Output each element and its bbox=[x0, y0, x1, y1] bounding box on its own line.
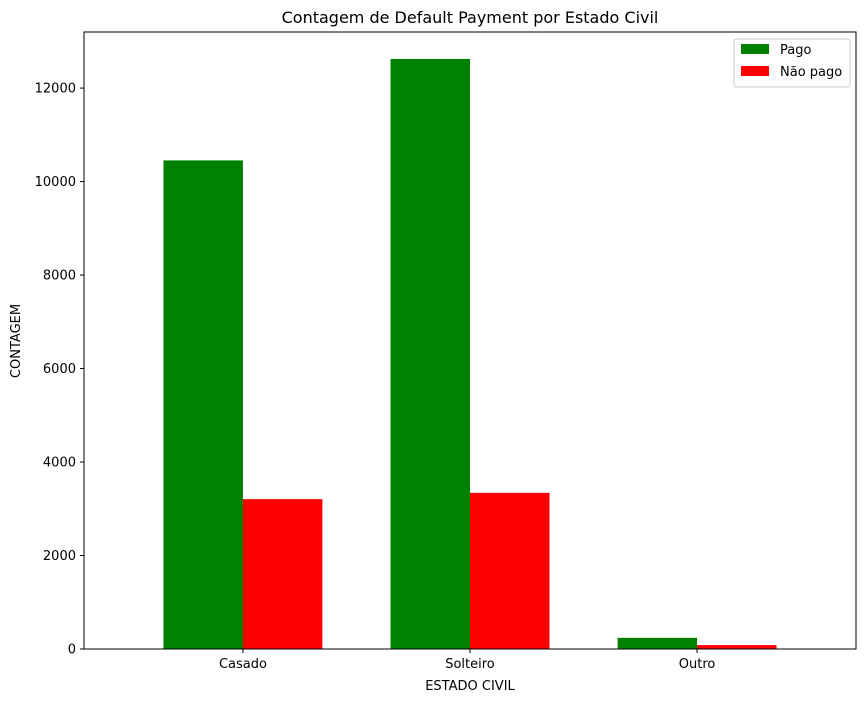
y-tick-label: 10000 bbox=[35, 175, 76, 190]
x-axis: Casado Solteiro Outro bbox=[219, 649, 715, 672]
legend-swatch-pago bbox=[741, 44, 769, 54]
bar-pago-0 bbox=[163, 160, 243, 650]
bar-nao-pago-1 bbox=[470, 492, 550, 649]
bar-pago-1 bbox=[390, 58, 470, 649]
y-tick-label: 6000 bbox=[43, 362, 76, 377]
x-tick-label: Outro bbox=[679, 657, 716, 672]
legend-label-pago: Pago bbox=[780, 43, 811, 58]
bars-group bbox=[163, 58, 777, 650]
bar-nao-pago-0 bbox=[242, 499, 323, 649]
x-axis-label: ESTADO CIVIL bbox=[425, 679, 515, 694]
y-axis-label: CONTAGEM bbox=[9, 304, 24, 378]
y-tick-label: 2000 bbox=[43, 549, 76, 564]
y-tick-label: 8000 bbox=[43, 269, 76, 284]
x-tick-label: Solteiro bbox=[445, 657, 495, 672]
y-tick-label: 0 bbox=[68, 643, 76, 658]
y-tick-label: 12000 bbox=[35, 82, 76, 97]
x-tick-label: Casado bbox=[219, 657, 267, 672]
chart-title: Contagem de Default Payment por Estado C… bbox=[282, 8, 659, 27]
bar-nao-pago-2 bbox=[697, 645, 777, 649]
legend-label-nao-pago: Não pago bbox=[780, 65, 842, 80]
bar-pago-2 bbox=[617, 637, 698, 649]
legend-swatch-nao-pago bbox=[741, 66, 769, 76]
y-tick-label: 4000 bbox=[43, 456, 76, 471]
y-axis: 0 2000 4000 6000 8000 10000 12000 bbox=[35, 82, 84, 658]
legend: Pago Não pago bbox=[733, 38, 851, 88]
